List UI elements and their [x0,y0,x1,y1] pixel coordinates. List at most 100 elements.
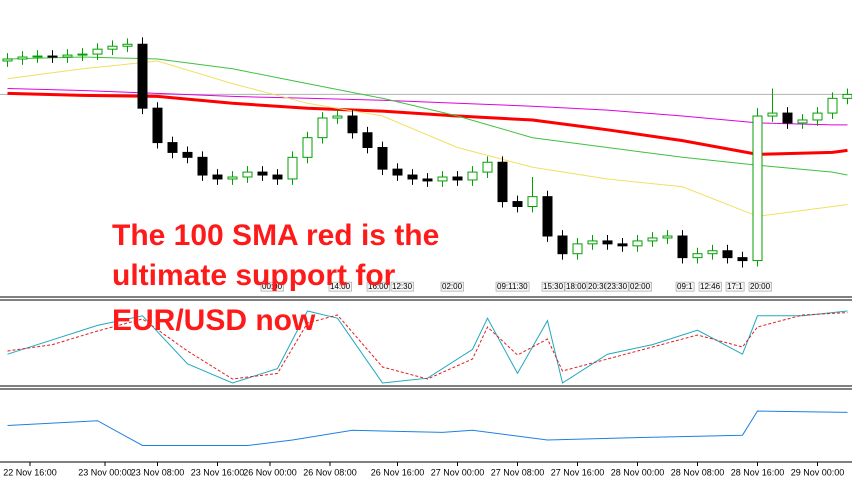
candle-body [197,156,208,176]
candle-body [467,171,478,181]
candle-body [32,55,43,58]
candle-body [497,161,508,203]
annotation: The 100 SMA red is the ultimate support f… [112,219,439,337]
candle-body [242,171,253,178]
candle-body [227,176,238,180]
candle-body [662,235,673,239]
candle-body [572,243,583,255]
session-label: 02:00 [630,282,651,291]
candle-body [17,56,28,60]
price-panel [0,37,852,268]
candle-body [617,243,628,247]
session-label: 12:30 [392,282,413,291]
candle-body [542,196,553,237]
x-tick-label: 28 Nov 16:00 [731,467,785,477]
candle-body [722,250,733,259]
annotation-text: EUR/USD now [112,304,316,337]
candle-body [392,168,403,176]
candle-body [512,201,523,207]
session-label: 14:00 [330,282,351,291]
candle-body [752,115,763,262]
session-label: 12:46 [700,282,721,291]
x-tick-label: 28 Nov 08:00 [671,467,725,477]
annotation-text: The 100 SMA red is the [112,219,439,252]
candle-body [677,235,688,259]
x-tick-label: 27 Nov 00:00 [431,467,485,477]
candle-body [362,132,373,148]
session-label-box [260,281,284,292]
candle-body [377,147,388,170]
candle-body [782,112,793,124]
session-label-box [440,281,464,292]
session-label: 17:1 [727,282,743,291]
candle-body [77,53,88,56]
candle-body [557,235,568,255]
session-label-box [725,281,745,292]
session-label-box [328,281,352,292]
session-label: 15:30 [543,282,564,291]
session-label: 23:30 [607,282,628,291]
candle-body [257,171,268,176]
session-label: 20:30 [588,282,609,291]
session-label: 18:00 [566,282,587,291]
x-tick-label: 27 Nov 08:00 [491,467,545,477]
candle-body [692,253,703,259]
indicator-panel [7,410,848,446]
candle-body [47,55,58,58]
x-tick-label: 23 Nov 08:00 [131,467,185,477]
indicator-line [7,310,848,384]
candle-body [152,107,163,144]
candle-body [332,115,343,119]
session-label: 00:00 [262,282,283,291]
candle-body [92,48,103,55]
candle-body [137,43,148,109]
x-tick-label: 26 Nov 16:00 [371,467,425,477]
x-tick-label: 29 Nov 00:00 [791,467,845,477]
indicator-line [7,410,848,446]
candle-body [482,161,493,173]
candle-body [2,58,13,62]
session-label-box [390,281,414,292]
x-tick-label: 27 Nov 16:00 [551,467,605,477]
indicator-line [7,312,848,380]
session-label: 09:1 [677,282,693,291]
session-label-box [541,281,565,292]
candle-body [587,240,598,245]
x-tick-label: 26 Nov 08:00 [303,467,357,477]
candle-body [422,178,433,182]
session-labels: 00:00 14:00 16:00 12:30 02:00 09:11:30 15:30 18… [260,281,772,292]
candle-body [797,119,808,124]
candle-body [437,176,448,182]
candle-body [527,196,538,208]
session-label-box [698,281,722,292]
candle-body [317,117,328,139]
candle-body [287,156,298,180]
candle-body [767,112,778,117]
session-label: 20:00 [750,282,771,291]
annotation-text: ultimate support for [112,259,396,292]
stochastic-panel [7,310,848,384]
session-label-box [748,281,772,292]
candle-body [167,142,178,153]
session-label: 16:00 [368,282,389,291]
session-label-box [675,281,695,292]
session-label-box [628,281,652,292]
candle-body [182,151,193,158]
candle-body [452,176,463,181]
candle-body [647,237,658,242]
session-label-box [495,281,530,292]
x-tick-label: 22 Nov 16:00 [3,467,57,477]
candle-body [812,112,823,121]
x-tick-label: 23 Nov 16:00 [191,467,245,477]
candle-body [212,174,223,180]
x-tick-label: 26 Nov 00:00 [243,467,297,477]
candle-body [107,45,118,50]
candle-body [302,137,313,158]
candle-body [122,43,133,47]
session-label-box [605,281,629,292]
candle-body [842,93,852,99]
candle-body [707,250,718,255]
session-label: 09:11:30 [497,282,528,291]
